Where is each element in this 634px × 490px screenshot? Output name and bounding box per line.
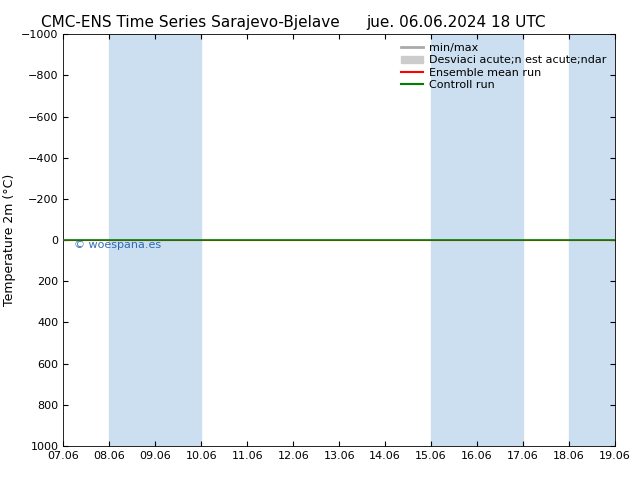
Y-axis label: Temperature 2m (°C): Temperature 2m (°C) bbox=[3, 174, 16, 306]
Bar bbox=[431, 34, 523, 446]
Text: © woespana.es: © woespana.es bbox=[74, 240, 162, 250]
Title: CMC-ENS Time Series Sarajevo-Bjelave      jue. 06.06.2024 18 UTC: CMC-ENS Time Series Sarajevo-Bjelave jue… bbox=[0, 489, 1, 490]
Bar bbox=[110, 34, 202, 446]
Legend: min/max, Desviaci acute;n est acute;ndar, Ensemble mean run, Controll run: min/max, Desviaci acute;n est acute;ndar… bbox=[398, 40, 609, 93]
Text: jue. 06.06.2024 18 UTC: jue. 06.06.2024 18 UTC bbox=[366, 15, 547, 30]
Text: CMC-ENS Time Series Sarajevo-Bjelave: CMC-ENS Time Series Sarajevo-Bjelave bbox=[41, 15, 340, 30]
Bar bbox=[569, 34, 615, 446]
